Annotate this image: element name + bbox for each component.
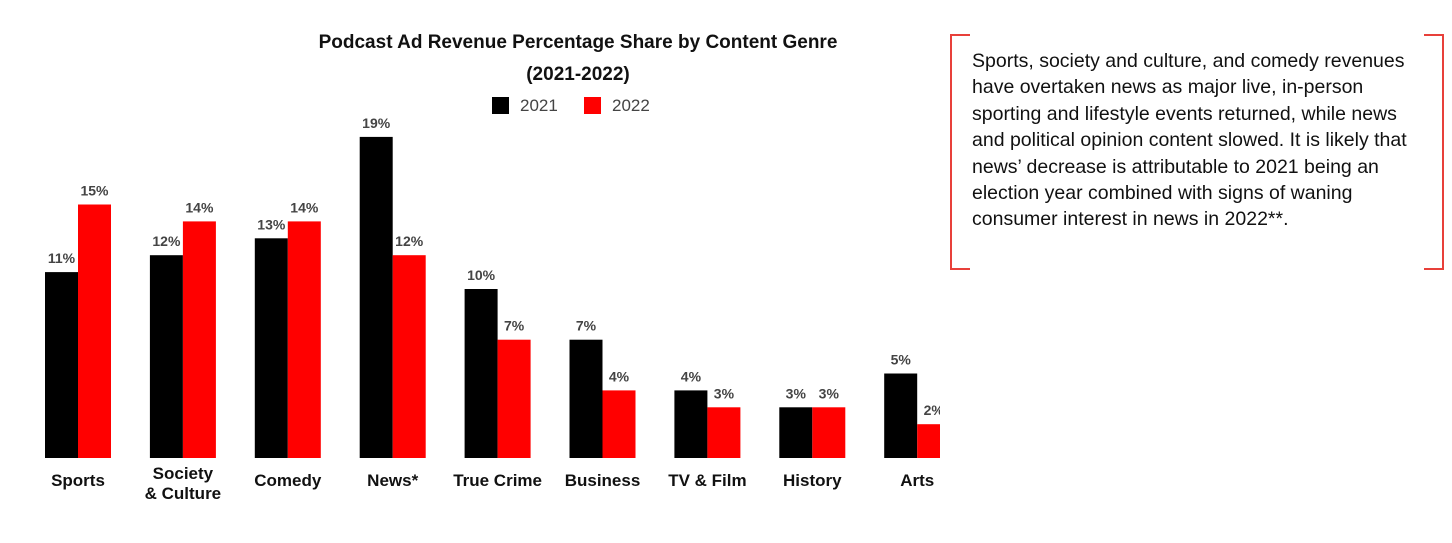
category-label-3: News* <box>367 471 418 490</box>
bar-2022-4 <box>497 339 531 458</box>
value-label-2021-7: 3% <box>786 385 807 401</box>
annotation-text: Sports, society and culture, and comedy … <box>972 50 1407 231</box>
value-label-2021-3: 19% <box>362 115 391 131</box>
bar-2021-2 <box>254 238 288 458</box>
bar-2022-2 <box>287 221 321 458</box>
legend-label-2022: 2022 <box>612 96 650 115</box>
category-label-2: Comedy <box>254 471 322 490</box>
annotation-bracket-left <box>950 34 970 270</box>
bar-2021-1 <box>149 255 183 458</box>
bar-2022-7 <box>812 407 846 458</box>
value-label-2021-2: 13% <box>257 216 286 232</box>
bar-2021-5 <box>569 339 603 458</box>
bar-2021-7 <box>779 407 813 458</box>
value-label-2022-7: 3% <box>819 385 840 401</box>
bars-group <box>45 136 940 458</box>
bar-2022-3 <box>392 255 426 458</box>
category-label-0: Sports <box>51 471 105 490</box>
value-label-2022-4: 7% <box>504 318 525 334</box>
value-label-2022-3: 12% <box>395 233 424 249</box>
annotation-bracket-right <box>1424 34 1444 270</box>
value-label-2021-6: 4% <box>681 368 702 384</box>
value-label-2021-5: 7% <box>576 318 597 334</box>
value-label-2022-2: 14% <box>290 199 319 215</box>
category-label-6: TV & Film <box>668 471 746 490</box>
chart-subtitle: (2021-2022) <box>526 64 630 85</box>
chart-title: Podcast Ad Revenue Percentage Share by C… <box>319 32 838 53</box>
category-label-7: History <box>783 471 842 490</box>
bar-2022-8 <box>917 424 940 458</box>
bar-2022-6 <box>707 407 741 458</box>
value-label-2022-8: 2% <box>924 402 940 418</box>
annotation-box: Sports, society and culture, and comedy … <box>950 34 1444 270</box>
value-label-2021-8: 5% <box>891 352 912 368</box>
value-label-2022-5: 4% <box>609 368 630 384</box>
category-label-4: True Crime <box>453 471 542 490</box>
bar-2021-4 <box>464 289 498 458</box>
bar-2022-0 <box>78 204 111 458</box>
value-labels-group: 11%15%12%14%13%14%19%12%10%7% 7%4% 4%3% 3% 3… <box>48 115 940 418</box>
bar-2021-8 <box>884 373 918 458</box>
bar-chart: Podcast Ad Revenue Percentage Share by C… <box>45 32 940 503</box>
bar-2021-0 <box>45 272 78 458</box>
category-label-1: Society & Culture <box>145 464 222 503</box>
category-labels-group: Sports Society & Culture Comedy News* True Cr… <box>51 464 934 503</box>
bar-2022-1 <box>182 221 216 458</box>
value-label-2021-0: 11% <box>48 250 76 266</box>
value-label-2021-4: 10% <box>467 267 496 283</box>
legend: 2021 2022 <box>492 96 650 115</box>
bar-2021-3 <box>359 136 393 458</box>
legend-swatch-2022 <box>584 97 601 114</box>
category-label-8: Arts <box>900 471 934 490</box>
category-label-5: Business <box>565 471 641 490</box>
value-label-2022-6: 3% <box>714 385 735 401</box>
legend-label-2021: 2021 <box>520 96 558 115</box>
bar-2022-5 <box>602 390 636 458</box>
value-label-2021-1: 12% <box>152 233 181 249</box>
value-label-2022-1: 14% <box>185 199 214 215</box>
bar-2021-6 <box>674 390 708 458</box>
legend-swatch-2021 <box>492 97 509 114</box>
value-label-2022-0: 15% <box>80 183 109 199</box>
